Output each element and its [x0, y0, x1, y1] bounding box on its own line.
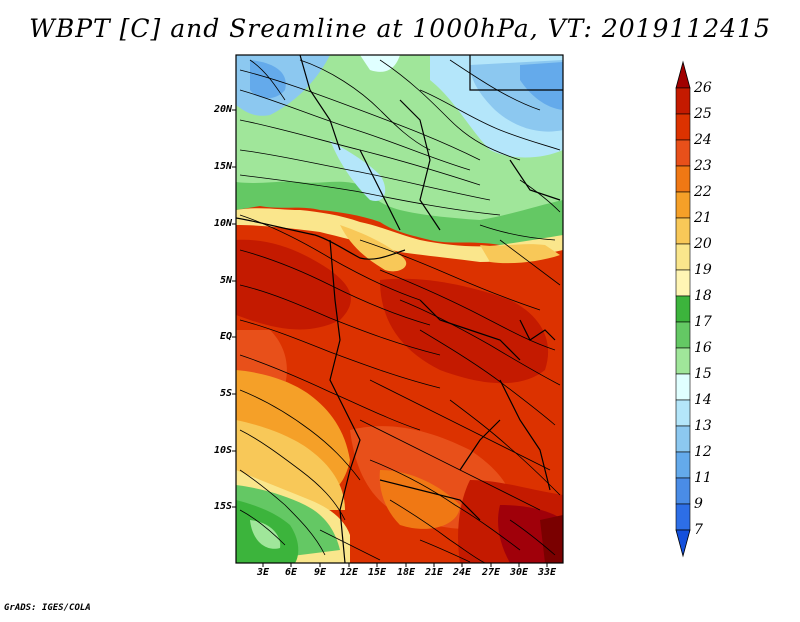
lat-label-10s: 10S — [213, 445, 232, 456]
colorbar-bottom-arrow — [675, 529, 691, 558]
colorbar-label: 14 — [694, 392, 712, 408]
colorbar-swatch — [675, 87, 691, 115]
lon-label-33e: 33E — [537, 567, 557, 578]
lat-label-eq: EQ — [219, 331, 232, 342]
colorbar-swatch — [675, 191, 691, 219]
streamlines — [239, 59, 561, 563]
map-frame — [235, 54, 564, 564]
colorbar-label: 15 — [694, 366, 712, 382]
colorbar-label: 21 — [694, 210, 712, 226]
lon-label-21e: 21E — [424, 567, 444, 578]
colorbar-swatch — [675, 399, 691, 427]
lon-label-24e: 24E — [452, 567, 472, 578]
lon-label-9e: 9E — [313, 567, 327, 578]
colorbar-label: 12 — [694, 444, 712, 460]
map-title: WBPT [C] and Sreamline at 1000hPa, VT: 2… — [29, 14, 771, 43]
lon-label-15e: 15E — [367, 567, 387, 578]
lat-label-15n: 15N — [213, 161, 232, 172]
lon-label-30e: 30E — [509, 567, 529, 578]
lat-label-15s: 15S — [213, 501, 232, 512]
colorbar-label: 13 — [694, 418, 712, 434]
colorbar-label: 23 — [694, 158, 712, 174]
lon-label-27e: 27E — [481, 567, 501, 578]
colorbar-label: 11 — [694, 470, 712, 486]
colorbar-label: 18 — [694, 288, 712, 304]
colorbar-swatch — [675, 139, 691, 167]
lat-label-10n: 10N — [213, 218, 232, 229]
colorbar-swatch — [675, 477, 691, 505]
lon-label-6e: 6E — [284, 567, 298, 578]
colorbar-label: 7 — [694, 522, 703, 538]
credit-text: GrADS: IGES/COLA — [4, 603, 91, 613]
colorbar-swatch — [675, 165, 691, 193]
colorbar-swatch — [675, 243, 691, 271]
lat-label-20n: 20N — [213, 104, 232, 115]
lon-label-18e: 18E — [396, 567, 416, 578]
colorbar-label: 24 — [694, 132, 712, 148]
colorbar-swatch — [675, 347, 691, 375]
colorbar-swatch — [675, 425, 691, 453]
country-borders — [236, 55, 563, 563]
temperature-field — [236, 55, 563, 563]
colorbar-swatch — [675, 269, 691, 297]
colorbar-label: 22 — [694, 184, 712, 200]
colorbar — [675, 60, 691, 558]
colorbar-label: 19 — [694, 262, 712, 278]
colorbar-swatch — [675, 373, 691, 401]
colorbar-label: 26 — [694, 80, 712, 96]
colorbar-swatch — [675, 503, 691, 531]
lat-label-5s: 5S — [219, 388, 232, 399]
lon-label-3e: 3E — [256, 567, 270, 578]
colorbar-label: 17 — [694, 314, 712, 330]
colorbar-label: 20 — [694, 236, 712, 252]
lon-label-12e: 12E — [339, 567, 359, 578]
lat-label-5n: 5N — [219, 275, 232, 286]
colorbar-label: 25 — [694, 106, 712, 122]
axis-ticks — [232, 109, 548, 567]
colorbar-swatch — [675, 321, 691, 349]
colorbar-label: 9 — [694, 496, 703, 512]
colorbar-swatch — [675, 217, 691, 245]
colorbar-swatch — [675, 295, 691, 323]
colorbar-label: 16 — [694, 340, 712, 356]
colorbar-swatch — [675, 113, 691, 141]
colorbar-swatch — [675, 451, 691, 479]
colorbar-top-arrow — [675, 60, 691, 89]
